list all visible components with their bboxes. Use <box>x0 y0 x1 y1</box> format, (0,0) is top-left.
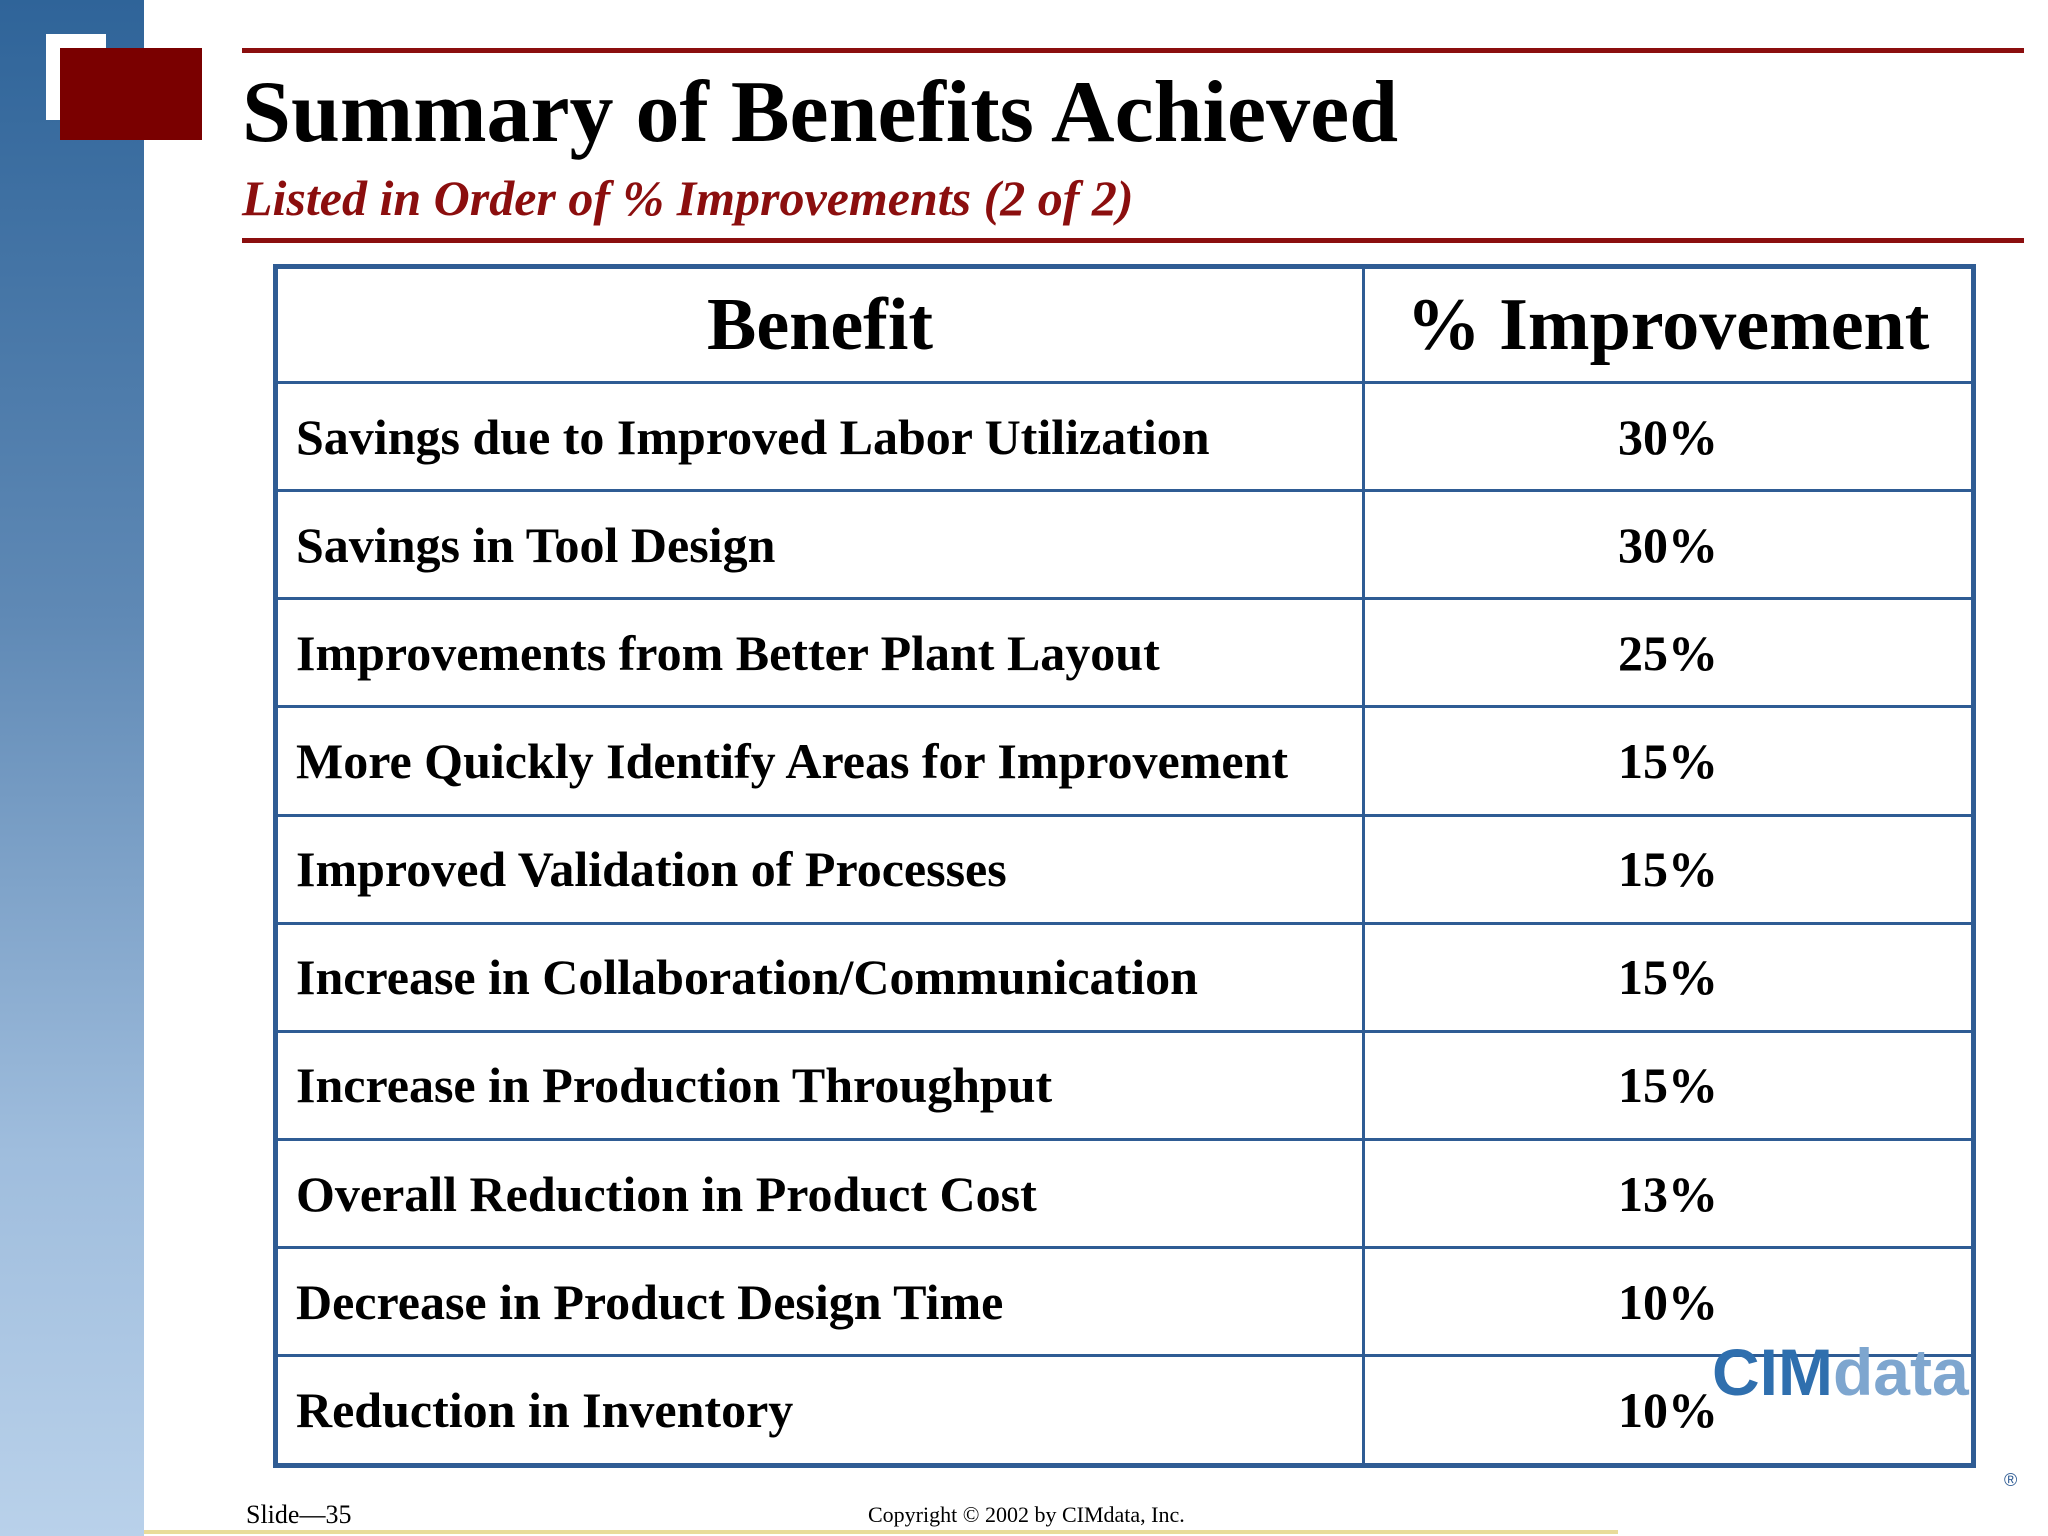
benefit-cell: Overall Reduction in Product Cost <box>274 1137 1365 1250</box>
title-top-rule <box>242 48 2024 53</box>
benefit-cell: Savings in Tool Design <box>274 489 1365 601</box>
footer-accent-line <box>144 1530 1618 1534</box>
benefit-cell: Improvements from Better Plant Layout <box>274 597 1365 709</box>
table-header-row: Benefit % Improvement <box>274 265 1975 384</box>
improvement-cell: 15% <box>1362 1029 1975 1141</box>
benefit-cell: Improved Validation of Processes <box>274 813 1365 925</box>
table-row: Overall Reduction in Product Cost 13% <box>274 1137 1975 1250</box>
corner-accent-frame <box>46 34 106 120</box>
improvement-cell: 25% <box>1362 597 1975 709</box>
title-bottom-rule <box>242 238 2024 243</box>
benefit-cell: Reduction in Inventory <box>274 1354 1365 1467</box>
table-row: Improvements from Better Plant Layout 25… <box>274 597 1975 709</box>
improvement-cell: 30% <box>1362 489 1975 601</box>
improvement-cell: 15% <box>1362 705 1975 817</box>
corner-accent-square <box>60 48 202 140</box>
improvement-cell: 15% <box>1362 813 1975 925</box>
sidebar-gradient <box>0 0 144 1536</box>
benefits-table: Benefit % Improvement Savings due to Imp… <box>273 264 1976 1468</box>
cimdata-logo: CIMdata <box>1712 1332 1969 1412</box>
logo-part-data: data <box>1832 1335 1969 1409</box>
slide-title: Summary of Benefits Achieved <box>242 64 1399 161</box>
copyright-notice: Copyright © 2002 by CIMdata, Inc. <box>868 1502 1185 1527</box>
benefit-cell: More Quickly Identify Areas for Improvem… <box>274 705 1365 817</box>
table-row: Savings due to Improved Labor Utilizatio… <box>274 380 1975 493</box>
table-row: Savings in Tool Design 30% <box>274 489 1975 601</box>
table-row: Increase in Production Throughput 15% <box>274 1029 1975 1141</box>
benefit-cell: Decrease in Product Design Time <box>274 1246 1365 1358</box>
table-row: Increase in Collaboration/Communication … <box>274 921 1975 1033</box>
registered-mark: ® <box>2004 1470 2018 1490</box>
header-improvement: % Improvement <box>1362 265 1975 384</box>
benefit-cell: Increase in Collaboration/Communication <box>274 921 1365 1033</box>
logo-part-cim: CIM <box>1712 1335 1833 1409</box>
slide-number: Slide—35 <box>246 1500 352 1529</box>
improvement-cell: 15% <box>1362 921 1975 1033</box>
improvement-cell: 10% <box>1362 1246 1975 1358</box>
benefit-cell: Increase in Production Throughput <box>274 1029 1365 1141</box>
improvement-cell: 10% <box>1362 1354 1975 1467</box>
improvement-cell: 30% <box>1362 380 1975 493</box>
improvement-cell: 13% <box>1362 1137 1975 1250</box>
table-row: Decrease in Product Design Time 10% <box>274 1246 1975 1358</box>
slide-subtitle: Listed in Order of % Improvements (2 of … <box>242 170 1134 226</box>
benefit-cell: Savings due to Improved Labor Utilizatio… <box>274 380 1365 493</box>
table-row: Reduction in Inventory 10% <box>274 1354 1975 1467</box>
header-benefit: Benefit <box>274 265 1365 384</box>
table-row: More Quickly Identify Areas for Improvem… <box>274 705 1975 817</box>
table-row: Improved Validation of Processes 15% <box>274 813 1975 925</box>
